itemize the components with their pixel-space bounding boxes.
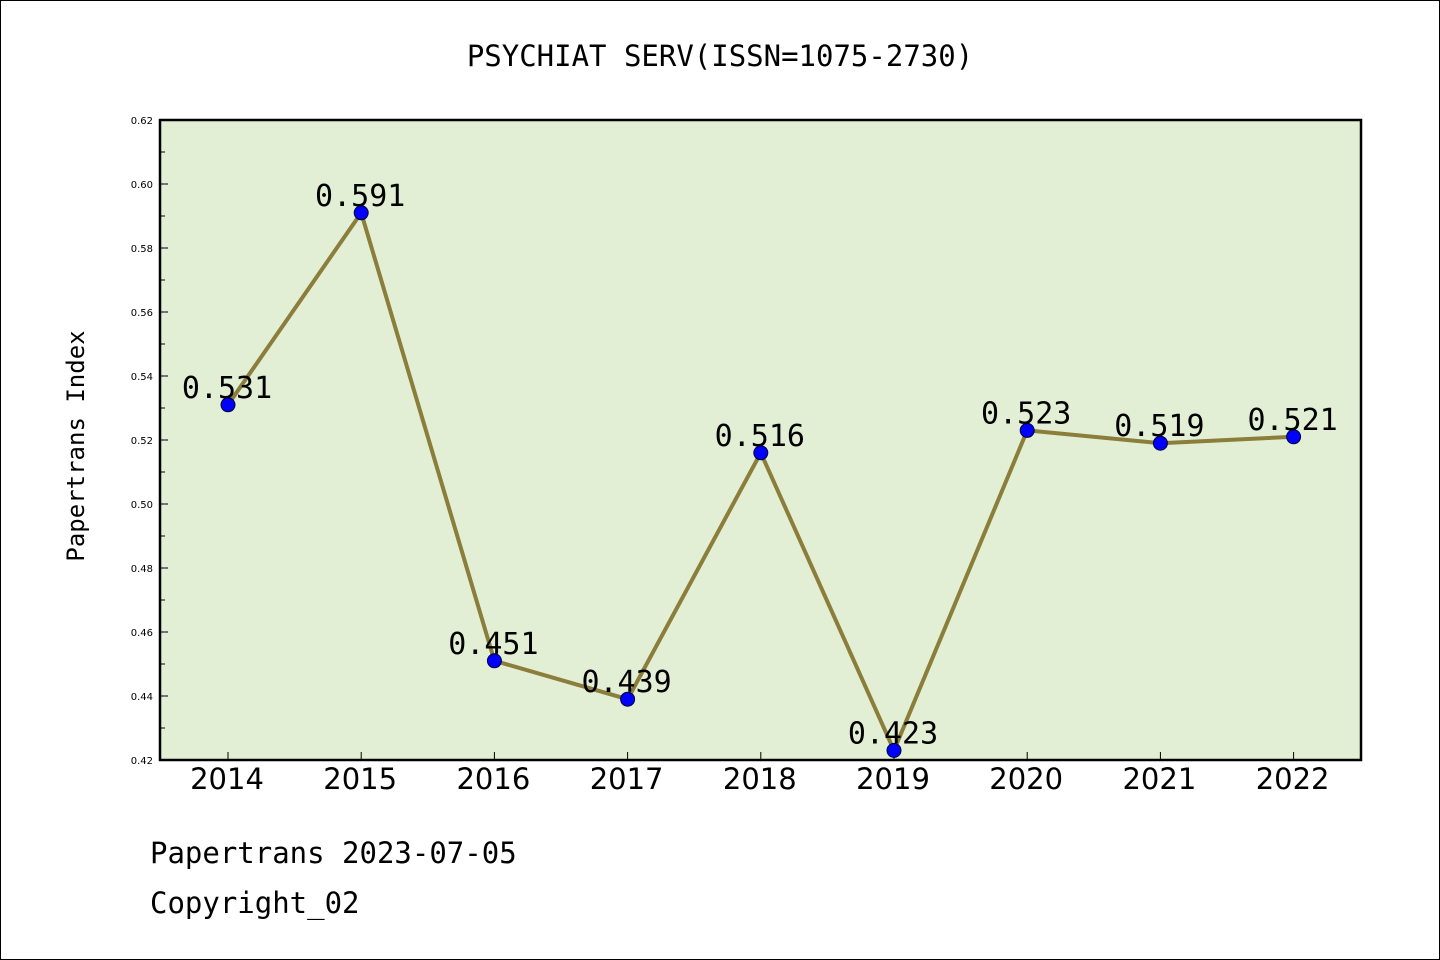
data-point xyxy=(620,691,636,707)
y-tick-label: 0.58 xyxy=(131,244,153,255)
y-tick-label: 0.44 xyxy=(131,692,153,703)
y-tick-label: 0.42 xyxy=(131,756,153,767)
footer-date: Papertrans 2023-07-05 xyxy=(150,836,517,870)
data-point xyxy=(353,205,369,221)
data-label: 0.521 xyxy=(1247,403,1337,438)
data-label: 0.519 xyxy=(1114,409,1204,444)
x-tick-label: 2019 xyxy=(856,762,930,796)
x-tick-label: 2020 xyxy=(989,762,1063,796)
y-tick-label: 0.60 xyxy=(131,180,153,191)
x-tick-label: 2015 xyxy=(323,762,397,796)
y-tick-label: 0.62 xyxy=(131,116,153,127)
y-tick-label: 0.54 xyxy=(131,372,153,383)
y-tick-label: 0.48 xyxy=(131,564,153,575)
x-tick-label: 2021 xyxy=(1122,762,1196,796)
x-axis: 2014 2015 2016 2017 2018 2019 2020 2021 2022 xyxy=(190,752,1330,796)
data-point xyxy=(753,445,769,461)
data-point xyxy=(1019,422,1035,438)
y-axis-label: Papertrans Index xyxy=(62,330,90,561)
data-point xyxy=(486,653,502,669)
data-label: 0.591 xyxy=(315,179,405,214)
chart-title: PSYCHIAT SERV(ISSN=1075-2730) xyxy=(467,39,973,73)
data-label: 0.523 xyxy=(981,396,1071,431)
x-tick-label: 2018 xyxy=(723,762,797,796)
data-label: 0.531 xyxy=(182,371,272,406)
x-tick-label: 2022 xyxy=(1256,762,1330,796)
x-tick-label: 2014 xyxy=(190,762,264,796)
y-tick-label: 0.52 xyxy=(131,436,153,447)
y-tick-label: 0.56 xyxy=(131,308,153,319)
data-label: 0.423 xyxy=(848,716,938,751)
y-tick-label: 0.46 xyxy=(131,628,153,639)
footer-copyright: Copyright_02 xyxy=(150,886,360,920)
x-tick-label: 2016 xyxy=(456,762,530,796)
plot-border xyxy=(158,118,1363,762)
data-label: 0.451 xyxy=(448,627,538,662)
data-labels: 0.531 0.591 0.451 0.439 0.516 0.423 0.523 0.519… xyxy=(182,179,1338,752)
data-point xyxy=(220,397,236,413)
data-label: 0.516 xyxy=(715,419,805,454)
data-label: 0.439 xyxy=(581,665,671,700)
data-point xyxy=(1286,429,1302,445)
x-tick-label: 2017 xyxy=(590,762,664,796)
y-tick-label: 0.50 xyxy=(131,500,153,511)
data-point xyxy=(1152,435,1168,451)
data-point xyxy=(886,742,902,758)
series-group xyxy=(220,205,1302,758)
